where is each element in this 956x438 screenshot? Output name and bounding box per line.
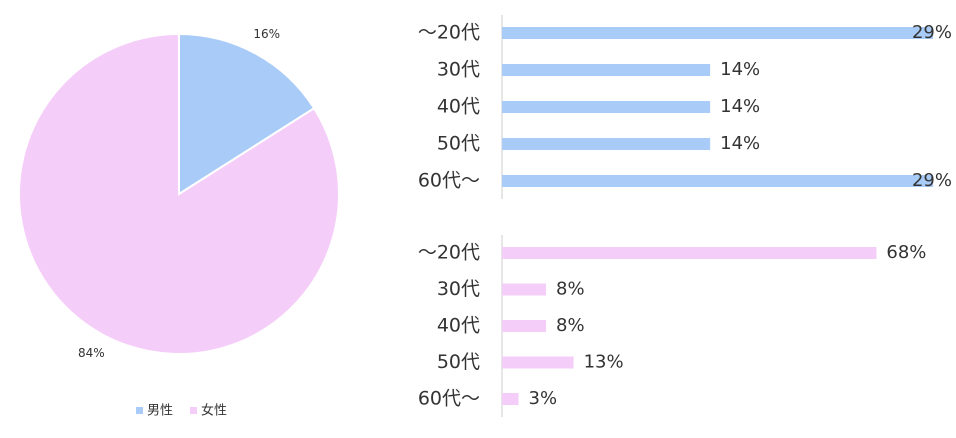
bar (502, 138, 711, 150)
bar (502, 356, 574, 369)
legend-label: 女性 (201, 403, 227, 419)
bar (502, 64, 711, 76)
bar (502, 247, 877, 259)
data-label: 3% (529, 388, 558, 409)
y-tick-label: 40代 (437, 315, 480, 337)
y-tick-label: ～20代 (418, 22, 480, 44)
y-tick-label: 60代～ (418, 388, 480, 410)
data-label: 8% (556, 279, 585, 300)
data-label: 14% (720, 96, 760, 117)
data-label: 84% (78, 346, 105, 360)
legend-label: 男性 (147, 404, 173, 419)
y-tick-label: 50代 (437, 351, 480, 373)
bar (502, 101, 711, 113)
data-label: 29% (912, 22, 952, 43)
data-label: 16% (253, 27, 280, 41)
data-label: 8% (556, 315, 585, 336)
pie-slice (178, 32, 316, 196)
data-label: 29% (912, 170, 952, 191)
legend-swatch (136, 407, 143, 414)
bar (502, 320, 547, 332)
bar (502, 175, 934, 187)
legend-swatch (190, 407, 197, 414)
data-label: 13% (584, 352, 624, 373)
data-label: 68% (886, 242, 926, 263)
data-label: 14% (720, 133, 760, 154)
data-label: 14% (720, 59, 760, 80)
y-tick-label: 50代 (437, 133, 480, 155)
bar (502, 27, 934, 39)
bar (502, 283, 547, 296)
y-tick-label: 30代 (437, 59, 480, 81)
bar (502, 393, 519, 405)
y-tick-label: 60代～ (418, 170, 480, 192)
pie-slice (18, 32, 340, 355)
y-tick-label: 40代 (437, 96, 480, 118)
y-tick-label: ～20代 (418, 242, 480, 264)
y-tick-label: 30代 (437, 278, 480, 300)
